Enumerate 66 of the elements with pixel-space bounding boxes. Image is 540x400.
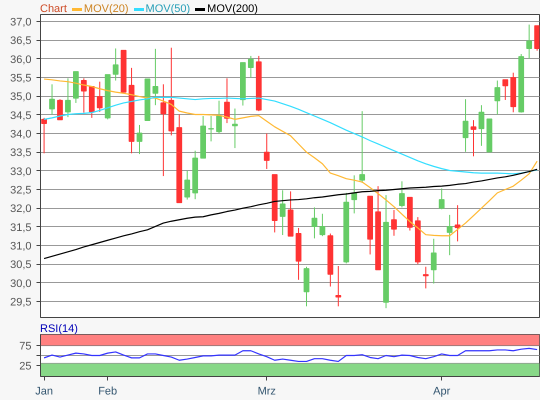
y-tick-label: 37,0 [10,16,32,29]
y-tick-label: 33,0 [10,166,32,178]
candlestick [430,238,437,284]
candlestick [494,80,500,116]
chart-title: Chart [40,3,67,15]
y-tick-label: 33,5 [10,147,32,160]
legend-label: MOV(20) [84,3,129,15]
candlestick [216,100,222,134]
y-tick-label: 35,0 [10,91,32,104]
legend-label: MOV(200) [207,3,258,15]
line-series [43,78,538,236]
candlestick [304,266,310,307]
candlestick [422,266,429,289]
candlestick [320,213,326,237]
y-tick-label: 35,5 [10,72,32,85]
candlestick [136,124,142,155]
candlestick [65,78,71,118]
y-tick-label: 36,5 [10,35,32,48]
candlestick [534,25,540,52]
candlestick [152,48,158,106]
candlestick [112,48,119,82]
candlestick [502,79,508,100]
candlestick [232,108,238,149]
candlestick [478,104,484,146]
x-tick-label: Feb [98,386,118,398]
y-tick-label: 36,0 [10,54,32,66]
candlestick [446,214,453,256]
y-tick-label: 25 [19,360,32,372]
candlestick [224,78,230,124]
candlestick [335,266,342,307]
candlestick [280,190,286,236]
candlestick [438,188,445,210]
y-tick-label: 34,5 [10,110,32,122]
candlestick [462,98,468,152]
y-tick-label: 30,0 [10,278,32,290]
y-tick-label: 75 [19,340,32,353]
legend-label: MOV(50) [146,3,190,15]
candlestick [41,117,47,154]
line-series [43,168,538,260]
candlestick [184,170,190,200]
candlestick [57,98,63,120]
x-tick-label: Mrz [258,386,276,398]
candlestick [264,133,270,170]
x-tick-label: Jan [35,386,53,398]
y-tick-label: 32,5 [10,184,32,197]
line-series [43,348,538,362]
candlestick [359,110,366,184]
candlestick [49,84,55,116]
y-tick-label: 31,5 [10,222,32,234]
candlestick [248,55,254,78]
candlestick [470,120,476,157]
candlestick [391,210,397,236]
candlestick [96,81,103,112]
y-tick-label: 32,0 [10,203,32,216]
candlestick [312,206,318,239]
candlestick [208,116,214,142]
y-tick-label: 30,5 [10,259,32,272]
candlestick [399,180,405,208]
candlestick [526,24,532,60]
candlestick [454,204,460,242]
y-tick-label: 31,0 [10,240,32,252]
y-tick-label: 34,0 [10,128,32,141]
chart-title: RSI(14) [40,323,78,335]
candlestick [160,84,166,177]
y-tick-label: 29,5 [10,296,32,308]
x-tick-label: Apr [433,386,451,398]
